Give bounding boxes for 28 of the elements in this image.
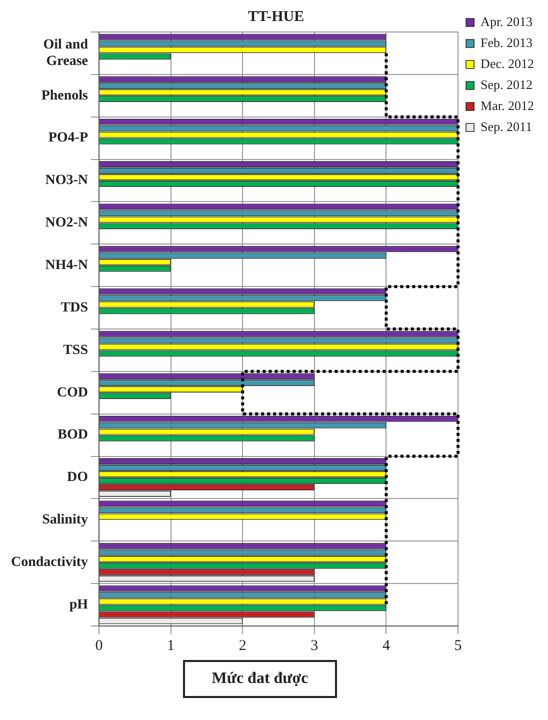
y-tick-label: PO4-P xyxy=(48,130,88,146)
y-tick-label: TDS xyxy=(60,300,88,316)
x-tick-label: 1 xyxy=(167,638,175,654)
y-tick-label: TSS xyxy=(63,342,88,358)
x-tick-label: 4 xyxy=(382,638,390,654)
y-tick-label: Phenols xyxy=(41,88,89,104)
legend-label: Apr. 2013 xyxy=(480,14,533,29)
y-tick-label: BOD xyxy=(58,428,88,443)
legend-label: Sep. 2012 xyxy=(480,76,533,92)
legend-label: Feb. 2013 xyxy=(480,34,533,50)
y-tick-label: Salinity xyxy=(42,512,88,528)
x-tick-label: 0 xyxy=(95,638,103,654)
y-tick-label: COD xyxy=(56,385,88,400)
x-tick-label: 5 xyxy=(454,638,462,654)
legend-label: Dec. 2012 xyxy=(480,56,534,71)
y-tick-label: NH4-N xyxy=(45,258,88,273)
y-tick-label: DO xyxy=(67,470,88,486)
y-tick-label: Condactivity xyxy=(11,554,88,570)
y-tick-label: Oil and Grease xyxy=(43,37,88,70)
y-tick-label: NO2-N xyxy=(45,216,88,231)
chart-title: TT-HUE xyxy=(248,8,304,25)
legend-label: Mar. 2012 xyxy=(480,98,534,113)
x-tick-label: 3 xyxy=(310,638,318,654)
y-tick-label: NO3-N xyxy=(45,173,88,188)
legend-label: Sep. 2011 xyxy=(480,118,532,134)
x-axis-title: Mức đat được xyxy=(183,660,337,698)
x-tick-label: 2 xyxy=(238,638,246,654)
y-tick-label: pH xyxy=(69,597,88,612)
